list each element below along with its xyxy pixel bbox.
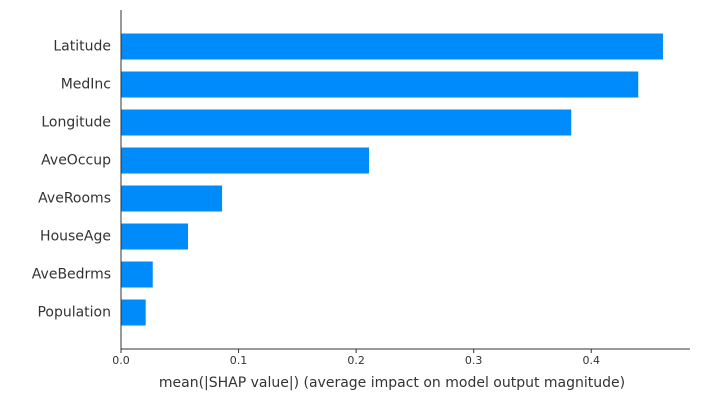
- category-labels: Latitude MedInc Longitude AveOccup AveRooms H…: [32, 39, 111, 321]
- category-label-latitude: Latitude: [53, 39, 111, 55]
- category-label-population: Population: [37, 305, 111, 321]
- bar-population: [121, 299, 146, 326]
- bar-avebedrms: [121, 261, 153, 288]
- category-label-avebedrms: AveBedrms: [32, 267, 111, 283]
- bar-houseage: [121, 223, 189, 250]
- category-label-aveoccup: AveOccup: [41, 153, 111, 169]
- x-tick-label: 0.0: [112, 354, 130, 367]
- bar-latitude: [121, 33, 663, 60]
- category-label-longitude: Longitude: [41, 115, 111, 131]
- x-tick-label: 0.3: [465, 354, 483, 367]
- category-label-averooms: AveRooms: [38, 191, 111, 207]
- bar-aveoccup: [121, 147, 370, 174]
- category-label-medinc: MedInc: [61, 77, 111, 93]
- x-tick-label: 0.2: [347, 354, 365, 367]
- x-axis-title: mean(|SHAP value|) (average impact on mo…: [159, 375, 625, 391]
- bars-layer: [121, 33, 663, 326]
- bar-longitude: [121, 109, 572, 136]
- x-axis-ticks: 0.0 0.1 0.2 0.3 0.4: [112, 349, 600, 367]
- x-tick-label: 0.4: [582, 354, 600, 367]
- category-label-houseage: HouseAge: [40, 229, 111, 245]
- x-tick-label: 0.1: [230, 354, 248, 367]
- bar-averooms: [121, 185, 223, 212]
- bar-medinc: [121, 71, 639, 98]
